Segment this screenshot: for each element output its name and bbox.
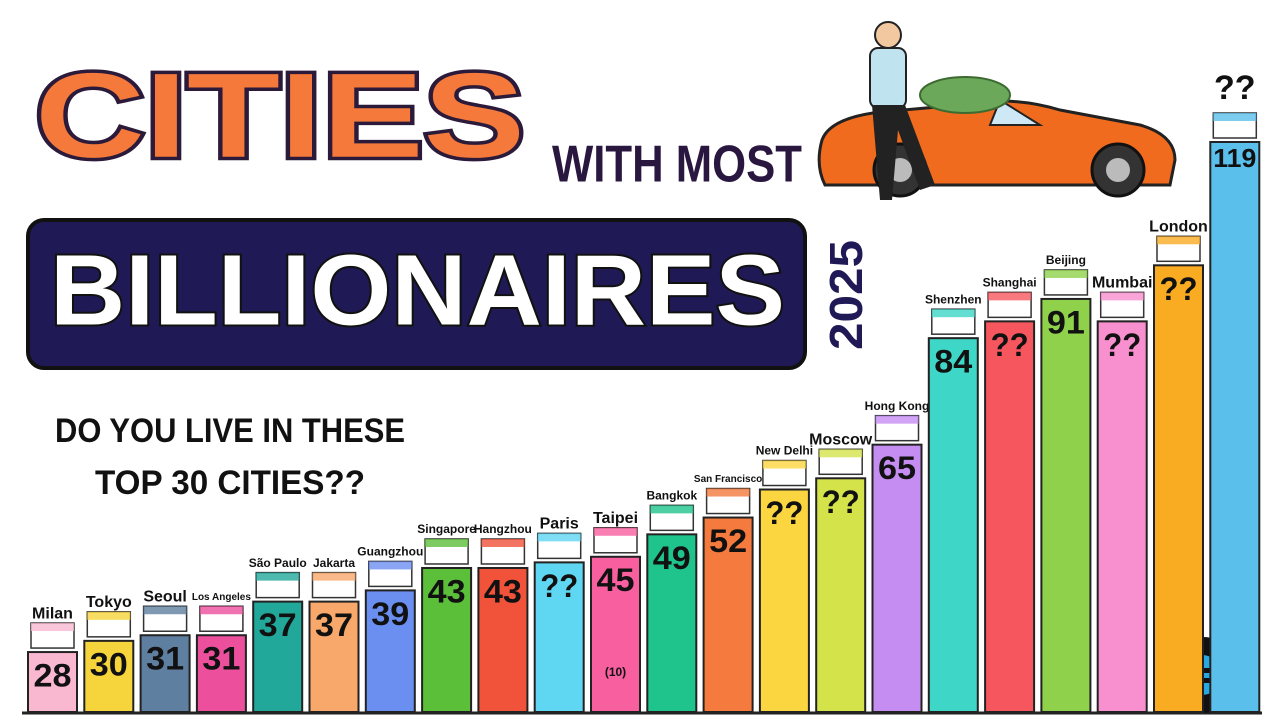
flag-stripe	[368, 561, 412, 570]
value-label: ??	[765, 495, 803, 531]
flag-stripe	[1100, 292, 1144, 301]
flag-stripe	[819, 449, 863, 458]
category-label: Seoul	[143, 588, 187, 605]
annotation: (10)	[605, 665, 626, 679]
value-label: ??	[822, 484, 860, 520]
value-label: 31	[146, 641, 184, 677]
value-label: 45	[597, 562, 635, 598]
flag-stripe	[706, 488, 750, 497]
bar	[533, 561, 585, 714]
bar	[1209, 141, 1261, 713]
category-label: Hangzhou	[474, 522, 532, 536]
bar	[815, 477, 867, 713]
value-label: ??	[991, 327, 1029, 363]
category-label: Shenzhen	[925, 292, 982, 306]
category-label: Paris	[540, 516, 579, 533]
value-label: 30	[90, 646, 128, 682]
value-label: 49	[653, 540, 691, 576]
bar	[252, 600, 304, 714]
value-label: 91	[1047, 304, 1085, 340]
bar	[927, 337, 979, 713]
category-label: Hong Kong	[865, 399, 930, 413]
category-label: ??	[1214, 69, 1256, 107]
bar	[1040, 297, 1092, 713]
flag-stripe	[1213, 113, 1257, 121]
value-label: 84	[934, 344, 972, 380]
flag-stripe	[256, 572, 300, 581]
flag-stripe	[143, 606, 187, 615]
bar	[477, 566, 529, 714]
flag-stripe	[87, 611, 131, 620]
bar	[646, 533, 698, 714]
year: 2025	[820, 240, 872, 350]
flag-stripe	[312, 572, 356, 581]
category-label: Guangzhou	[357, 545, 423, 559]
bar	[758, 488, 810, 713]
value-label: 39	[371, 596, 409, 632]
flag-stripe	[931, 309, 975, 318]
value-label: 119	[1213, 143, 1256, 173]
value-label: 52	[709, 523, 747, 559]
category-label: Milan	[32, 605, 73, 622]
bar	[1153, 264, 1204, 713]
category-label: Singapore	[417, 522, 476, 536]
flag-stripe	[988, 292, 1032, 301]
value-label: 31	[202, 641, 240, 677]
bar	[590, 555, 641, 714]
flag-stripe	[537, 533, 581, 542]
bar	[83, 639, 135, 714]
headline-box	[26, 218, 807, 370]
question-line: TOP 30 CITIES??	[95, 464, 365, 502]
bar	[984, 320, 1036, 713]
category-label: New Delhi	[756, 444, 813, 458]
value-label: 37	[259, 607, 297, 643]
car-illustration	[817, 21, 1177, 200]
value-label: 37	[315, 607, 353, 643]
value-label: ??	[540, 568, 578, 604]
bar	[139, 634, 191, 714]
category-label: São Paulo	[249, 556, 307, 570]
bar	[1096, 320, 1148, 713]
chart-title: CITIES	[35, 49, 525, 183]
category-label: Taipei	[593, 510, 638, 527]
flag-stripe	[1157, 236, 1200, 245]
question-line: DO YOU LIVE IN THESE	[55, 412, 405, 450]
flag-stripe	[1044, 269, 1088, 278]
flag-stripe	[650, 505, 694, 514]
headline: BILLIONAIRES	[50, 234, 785, 346]
category-label: London	[1149, 219, 1208, 236]
value-label: ??	[1160, 271, 1198, 307]
value-label: 28	[34, 658, 72, 694]
category-label: Tokyo	[86, 594, 132, 611]
flag-stripe	[762, 460, 806, 469]
value-label: 65	[878, 450, 916, 486]
flag-stripe	[875, 415, 919, 424]
bar	[195, 634, 247, 714]
category-label: Mumbai	[1092, 275, 1152, 292]
value-label: 43	[428, 573, 466, 609]
category-label: Shanghai	[983, 276, 1037, 290]
value-label: 43	[484, 573, 522, 609]
value-label: ??	[1103, 327, 1141, 363]
category-label: Moscow	[809, 432, 873, 449]
category-label: Jakarta	[313, 556, 355, 570]
category-label: Los Angeles	[192, 592, 252, 603]
bar	[27, 651, 78, 714]
chart-subtitle: WITH MOST	[552, 136, 802, 194]
flag-stripe	[199, 606, 243, 615]
bar	[871, 443, 923, 713]
flag-stripe	[425, 538, 469, 547]
flag-stripe	[481, 538, 525, 547]
bar	[308, 600, 360, 714]
flag-stripe	[594, 527, 637, 536]
category-label: Bangkok	[646, 489, 697, 503]
bar	[421, 566, 473, 714]
bar	[702, 516, 754, 714]
flag-stripe	[31, 623, 74, 632]
category-label: Beijing	[1046, 253, 1086, 267]
bar	[364, 589, 416, 714]
category-label: San Francisco	[694, 474, 762, 485]
